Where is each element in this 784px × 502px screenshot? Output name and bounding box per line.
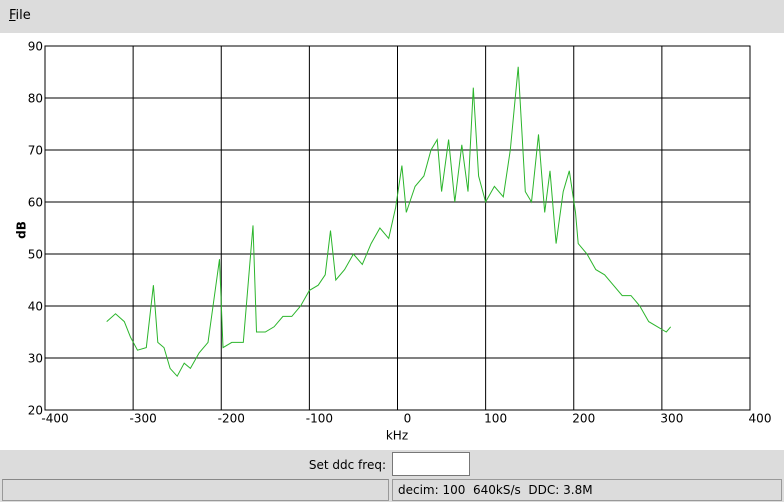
y-tick-label: 40 xyxy=(28,300,43,314)
x-tick-label: -100 xyxy=(306,412,333,426)
plot-frame xyxy=(44,45,751,411)
status-left xyxy=(2,479,389,501)
y-tick-label: 60 xyxy=(28,196,43,210)
x-tick-label: 0 xyxy=(404,412,412,426)
y-tick-label: 30 xyxy=(28,352,43,366)
y-tick-label: 50 xyxy=(28,248,43,262)
x-axis-label: kHz xyxy=(386,429,408,443)
y-tick-label: 80 xyxy=(28,92,43,106)
status-bar: decim: 100 640kS/s DDC: 3.8M xyxy=(392,479,782,501)
spectrum-line xyxy=(106,66,672,378)
menu-bar: File xyxy=(0,0,784,32)
x-tick-label: -400 xyxy=(41,412,68,426)
x-tick-label: -200 xyxy=(218,412,245,426)
ddc-label: Set ddc freq: xyxy=(308,458,386,472)
y-tick-label: 20 xyxy=(28,404,43,418)
x-tick-label: -300 xyxy=(130,412,157,426)
status-text: decim: 100 640kS/s DDC: 3.8M xyxy=(398,483,593,497)
chart: dB kHz 20 30 40 50 60 70 80 90 -400 -300 -200 -100 0… xyxy=(0,33,784,450)
ddc-input[interactable] xyxy=(392,452,470,476)
y-tick-label: 90 xyxy=(28,40,43,54)
x-tick-label: 200 xyxy=(572,412,595,426)
menu-file[interactable]: File xyxy=(9,8,31,23)
x-tick-label: 300 xyxy=(660,412,683,426)
x-tick-label: 100 xyxy=(484,412,507,426)
y-axis-label: dB xyxy=(15,221,29,239)
y-tick-label: 70 xyxy=(28,144,43,158)
x-tick-label: 400 xyxy=(749,412,772,426)
